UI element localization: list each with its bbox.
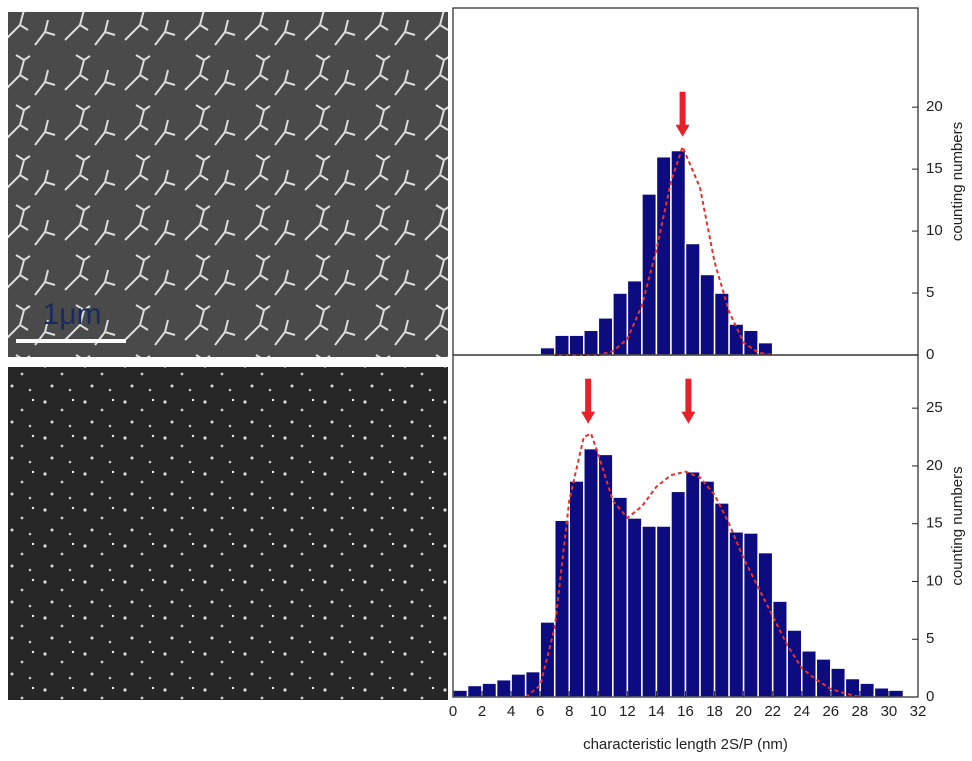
bar — [568, 480, 585, 698]
peak-arrow — [675, 91, 690, 137]
x-tick-label: 14 — [648, 703, 665, 720]
bar — [510, 673, 527, 698]
bar — [466, 684, 483, 698]
x-tick-label: 10 — [590, 703, 607, 720]
x-tick-label: 4 — [507, 703, 515, 720]
bar — [452, 689, 469, 698]
bar — [728, 531, 745, 698]
y-tick-label: 5 — [926, 630, 934, 647]
bar — [539, 346, 556, 356]
bar — [859, 682, 876, 698]
y-tick-label: 25 — [926, 399, 943, 416]
bar — [568, 334, 585, 356]
bar — [583, 329, 600, 356]
bar — [670, 490, 687, 698]
bar — [641, 193, 658, 356]
bar — [684, 242, 701, 356]
x-tick-label: 12 — [619, 703, 636, 720]
bar — [699, 480, 716, 698]
y-tick-label: 20 — [926, 457, 943, 474]
y-tick-label: 10 — [926, 572, 943, 589]
x-tick-label: 2 — [478, 703, 486, 720]
y-axis-label: counting numbers — [949, 466, 966, 585]
peak-arrow — [581, 378, 596, 424]
x-tick-label: 20 — [735, 703, 752, 720]
x-tick-label: 8 — [565, 703, 573, 720]
bar — [524, 670, 541, 698]
bar — [713, 502, 730, 698]
bar — [481, 682, 498, 698]
bar — [699, 273, 716, 356]
bar — [553, 334, 570, 356]
x-tick-label: 18 — [706, 703, 723, 720]
bar — [626, 517, 643, 698]
bar — [612, 292, 629, 356]
sem-texture — [8, 367, 448, 700]
bar — [771, 600, 788, 698]
y-tick-label: 15 — [926, 515, 943, 532]
bar — [655, 525, 672, 698]
bar — [655, 155, 672, 356]
x-tick-label: 22 — [764, 703, 781, 720]
y-tick-label: 10 — [926, 222, 943, 239]
bar — [553, 519, 570, 698]
scale-bar-label: 1μm — [43, 298, 102, 331]
peak-arrow — [681, 378, 696, 424]
bar — [495, 678, 512, 698]
bar — [728, 323, 745, 356]
bar — [597, 317, 614, 356]
fit-curve — [554, 143, 773, 356]
x-tick-label: 30 — [881, 703, 898, 720]
fit-curve — [525, 432, 861, 698]
bar — [888, 689, 905, 698]
y-tick-label: 0 — [926, 346, 934, 363]
bar — [815, 658, 832, 698]
x-axis-label: characteristic length 2S/P (nm) — [583, 736, 788, 753]
bar — [873, 687, 890, 698]
bar — [641, 525, 658, 698]
bar — [583, 447, 600, 698]
y-tick-label: 5 — [926, 284, 934, 301]
sem-texture — [8, 12, 448, 357]
x-tick-label: 26 — [822, 703, 839, 720]
bar — [801, 650, 818, 698]
bar — [612, 496, 629, 698]
x-tick-label: 6 — [536, 703, 544, 720]
bar — [713, 292, 730, 356]
bar — [684, 470, 701, 698]
y-tick-label: 0 — [926, 688, 934, 705]
bar — [844, 677, 861, 698]
bar — [786, 629, 803, 698]
y-tick-label: 15 — [926, 160, 943, 177]
y-tick-label: 20 — [926, 98, 943, 115]
bar — [626, 279, 643, 356]
x-tick-label: 32 — [910, 703, 927, 720]
x-tick-label: 16 — [677, 703, 694, 720]
bar — [742, 532, 759, 698]
bar — [670, 149, 687, 356]
x-tick-label: 0 — [449, 703, 457, 720]
bar — [757, 551, 774, 698]
x-tick-label: 28 — [852, 703, 869, 720]
x-tick-label: 24 — [793, 703, 810, 720]
y-axis-label: counting numbers — [949, 122, 966, 241]
